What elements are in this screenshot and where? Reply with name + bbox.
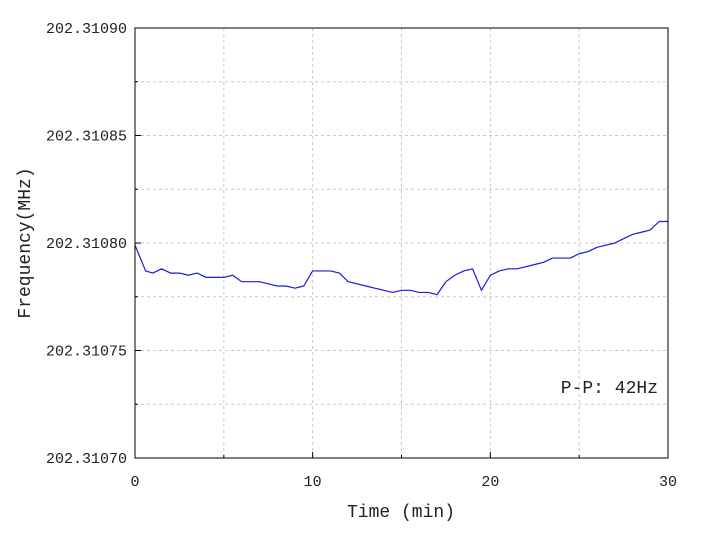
series-layer [134,220,668,296]
y-tick-label: 202.31075 [46,344,127,361]
frequency-series-line [134,220,668,296]
peak-to-peak-annotation: P-P: 42Hz [561,379,658,399]
y-tick-label: 202.31090 [46,21,127,38]
y-axis-label: Frequency(MHz) [16,167,36,318]
axis-ticks [134,27,669,459]
x-axis-label: Time (min) [347,503,455,523]
grid-lines [135,28,668,458]
y-tick-label: 202.31080 [46,236,127,253]
y-tick-label: 202.31070 [46,451,127,468]
x-tick-label: 20 [481,474,499,491]
x-tick-label: 30 [659,474,677,491]
x-tick-label: 0 [130,474,139,491]
tick-labels: 0 10 20 30 202.31070 202.31075 202.31080 202.31… [46,21,677,491]
x-tick-label: 10 [304,474,322,491]
y-tick-label: 202.31085 [46,129,127,146]
